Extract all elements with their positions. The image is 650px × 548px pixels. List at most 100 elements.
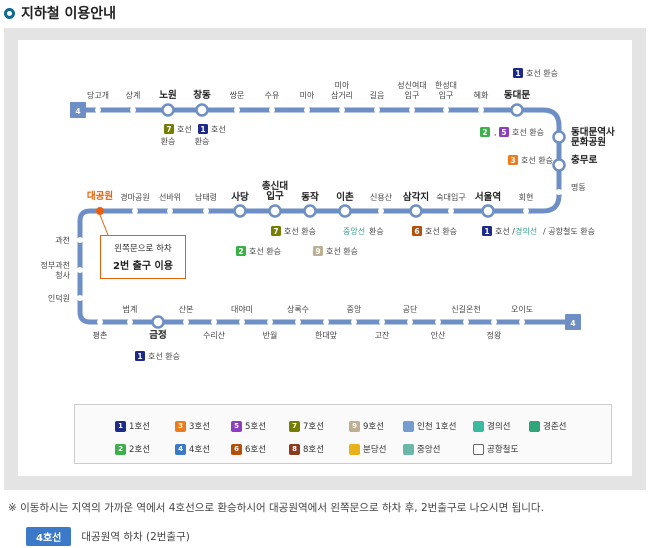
station-label: 신용산 bbox=[370, 192, 393, 202]
top-station-dot bbox=[478, 107, 484, 113]
legend-item: 4 4호선 bbox=[175, 443, 210, 455]
bot-station-dot bbox=[127, 319, 133, 325]
legend-item: 5 5호선 bbox=[231, 420, 266, 432]
legend-item: 중앙선 bbox=[403, 443, 440, 455]
top-station-dot bbox=[130, 107, 136, 113]
line1-badge bbox=[482, 226, 492, 236]
legend-label: 4호선 bbox=[189, 445, 211, 455]
legend-label: 8호선 bbox=[303, 445, 325, 455]
mid-station-marker bbox=[268, 204, 282, 218]
station-label: 미아 bbox=[300, 90, 315, 100]
section-title: 지하철 이용안내 bbox=[4, 4, 116, 22]
legend-label: 경의선 bbox=[487, 422, 511, 432]
legend-swatch: 4 bbox=[175, 443, 186, 455]
line6-badge-num: 6 bbox=[414, 227, 419, 236]
legend-item: 9 9호선 bbox=[349, 420, 384, 432]
line3-badge bbox=[508, 155, 518, 165]
station-label: 동대문역사 문화공원 bbox=[571, 126, 615, 148]
line9-badge bbox=[313, 246, 323, 256]
legend-label: 1호선 bbox=[129, 422, 151, 432]
bot-station-dot bbox=[211, 319, 217, 325]
mid-station-dot bbox=[378, 208, 384, 214]
station-label: 동대문 bbox=[504, 89, 530, 101]
transfer-text: 호선 환승 bbox=[526, 68, 558, 78]
transfer-text: 호선 환승 bbox=[425, 226, 457, 236]
mid-station-dot bbox=[132, 208, 138, 214]
line1-badge bbox=[513, 68, 523, 78]
station-label: 중앙 bbox=[347, 304, 362, 314]
exit-callout: 왼쪽문으로 하차 2번 출구 이용 bbox=[100, 235, 186, 279]
bot-station-dot bbox=[97, 319, 103, 325]
legend-swatch bbox=[473, 420, 484, 432]
legend-item: 인천 1호선 bbox=[403, 420, 456, 432]
route-map: 4 4 당고개 상계 노원 창동 쌍문 수유 미아 미아 삼거리 길음 성신여대 입구 한성대 입구 혜화 동대문… bbox=[18, 40, 632, 476]
legend-item: 공항철도 bbox=[473, 443, 518, 455]
legend-item: 3 3호선 bbox=[175, 420, 210, 432]
legend-label: 중앙선 bbox=[417, 445, 441, 455]
line4-end-label: 4 bbox=[75, 107, 80, 116]
legend-label: 인천 1호선 bbox=[417, 422, 457, 432]
legend-label: 7호선 bbox=[303, 422, 325, 432]
station-label: 선바위 bbox=[159, 192, 181, 202]
bot-station-dot bbox=[323, 319, 329, 325]
bot-station-dot bbox=[463, 319, 469, 325]
legend-swatch: 2 bbox=[115, 443, 126, 455]
mid-station-dot bbox=[448, 208, 454, 214]
station-label: 한성대 입구 bbox=[435, 81, 457, 100]
transfer-text: 호선 환승 bbox=[326, 246, 358, 256]
station-label: 총신대 입구 bbox=[262, 180, 288, 202]
station-label: 회현 bbox=[519, 193, 534, 202]
legend-label: 3호선 bbox=[189, 422, 211, 432]
line1-badge-num: 1 bbox=[200, 125, 205, 134]
dae-gongwon-marker bbox=[96, 207, 104, 215]
station-label: 노원 bbox=[159, 89, 176, 101]
legend-swatch: 6 bbox=[231, 443, 242, 455]
station-label: 고잔 bbox=[375, 330, 390, 340]
callout-line2: 2번 출구 이용 bbox=[113, 261, 173, 272]
legend-label: 경춘선 bbox=[543, 422, 567, 432]
station-label: 금정 bbox=[149, 329, 166, 341]
transfer-text: 호선 bbox=[211, 125, 226, 134]
line-legend: 1 1호선 3 3호선 5 5호선 7 7호선 9 9호선 인천 1호선 경의선 경춘선 2 2호선 4 4호선… bbox=[74, 404, 612, 464]
top-station-dot bbox=[95, 107, 101, 113]
transfer-text: 호선 환승 bbox=[521, 155, 553, 165]
transfer-text: 환승 bbox=[195, 136, 210, 146]
legend-item: 2 2호선 bbox=[115, 443, 150, 455]
top-station-dot bbox=[304, 107, 310, 113]
line4-route bbox=[77, 107, 574, 325]
line2-badge-num: 2 bbox=[238, 247, 243, 256]
exit-text: 대공원역 하차 (2번출구) bbox=[81, 531, 190, 543]
station-label: 성신여대 입구 bbox=[397, 80, 426, 100]
line7-badge-num: 7 bbox=[166, 125, 171, 134]
line1-badge bbox=[198, 124, 208, 134]
line4-badge: 4호선 bbox=[26, 527, 72, 546]
legend-item: 1 1호선 bbox=[115, 420, 150, 432]
left-station-dot bbox=[77, 237, 83, 243]
legend-swatch bbox=[349, 443, 360, 455]
line5-badge bbox=[499, 127, 509, 137]
legend-swatch bbox=[473, 443, 484, 455]
line4-end-label: 4 bbox=[570, 319, 575, 328]
top-station-marker bbox=[195, 103, 209, 117]
station-label: 한대앞 bbox=[315, 330, 338, 340]
map-frame: 4 4 당고개 상계 노원 창동 쌍문 수유 미아 미아 삼거리 길음 성신여대 입구 한성대 입구 혜화 동대문… bbox=[4, 28, 646, 490]
legend-item: 8 8호선 bbox=[289, 443, 324, 455]
legend-swatch: 5 bbox=[231, 420, 242, 432]
top-station-dot bbox=[339, 107, 345, 113]
transfer-text: 환승 bbox=[161, 136, 176, 146]
legend-label: 9호선 bbox=[363, 422, 385, 432]
line1-badge-num: 1 bbox=[137, 352, 142, 361]
bot-station-dot bbox=[183, 319, 189, 325]
station-label: 충무로 bbox=[571, 154, 597, 166]
legend-label: 6호선 bbox=[245, 445, 267, 455]
legend-item: 분당선 bbox=[349, 443, 386, 455]
line4-end-tag bbox=[70, 102, 86, 118]
station-label: 삼각지 bbox=[403, 191, 429, 203]
station-label: 경마공원 bbox=[120, 192, 149, 202]
station-label: 대야미 bbox=[231, 304, 253, 314]
line9-badge-num: 9 bbox=[315, 247, 320, 256]
legend-label: 2호선 bbox=[129, 445, 151, 455]
mid-station-marker bbox=[338, 204, 352, 218]
station-label: 안산 bbox=[431, 330, 446, 340]
